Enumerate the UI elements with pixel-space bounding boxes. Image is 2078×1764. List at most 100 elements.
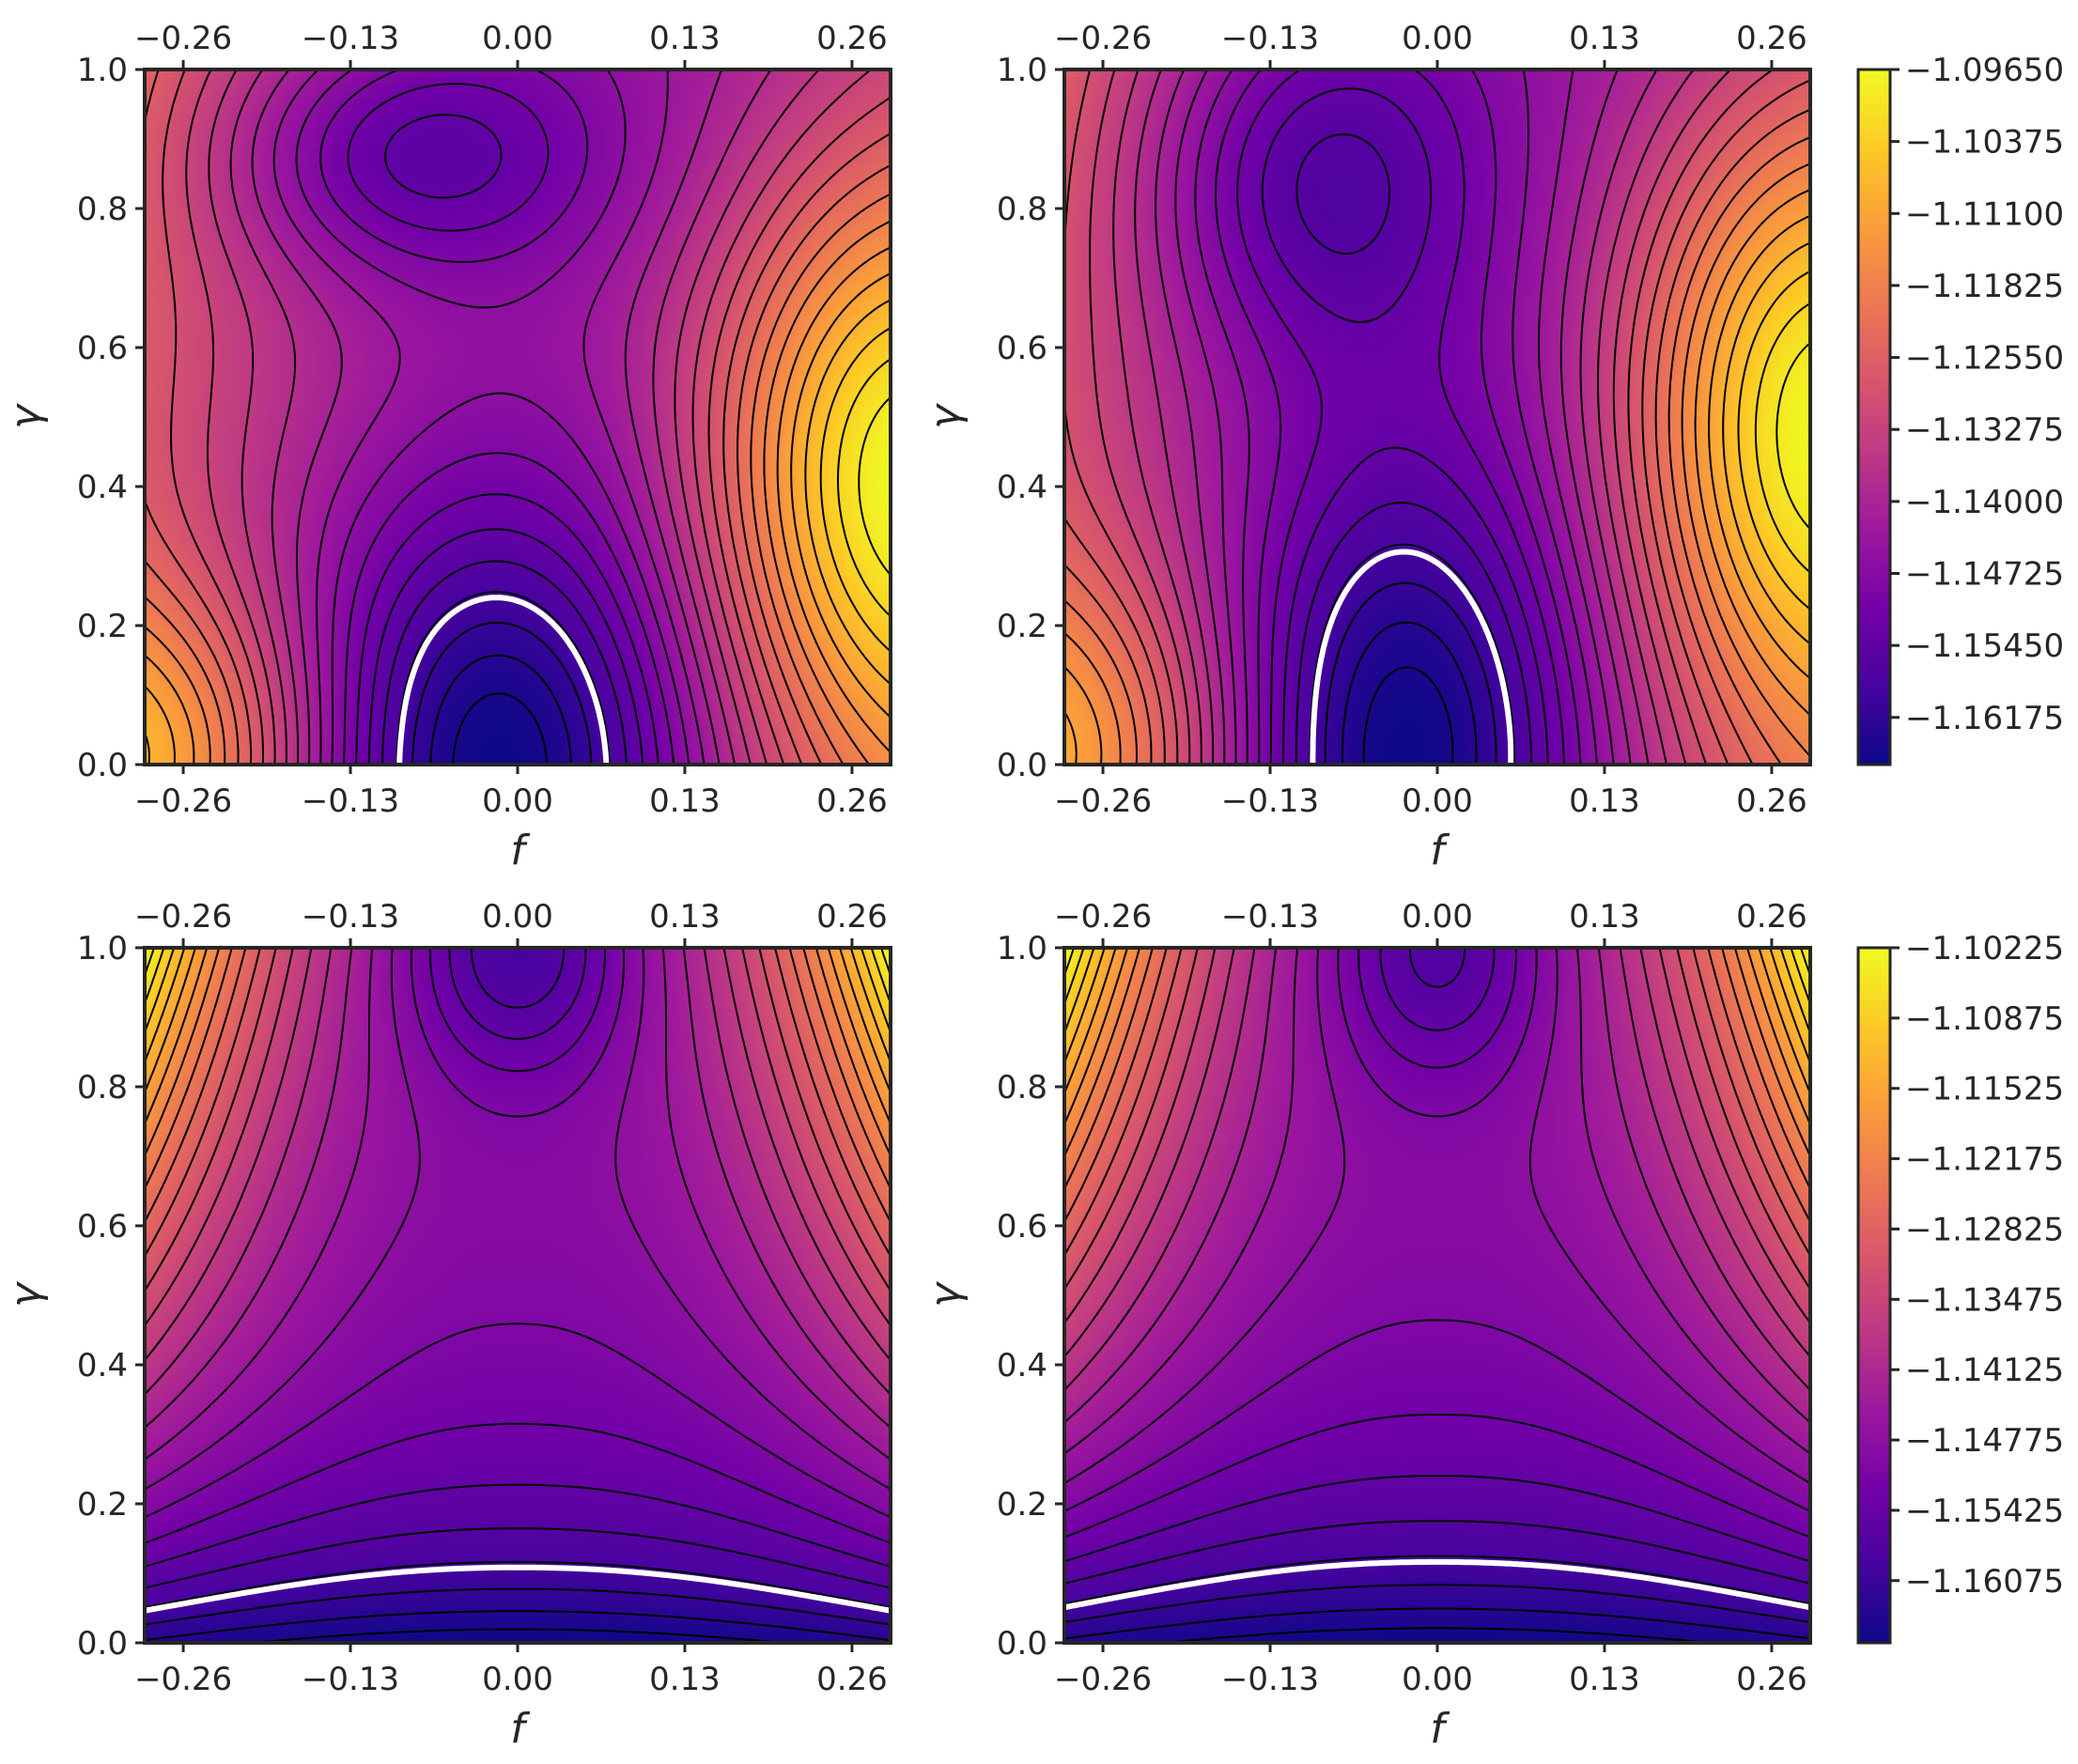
heatmap-bottom-left [145, 948, 891, 1643]
x-tick-label: 0.00 [1402, 1661, 1473, 1698]
colorbar-tick-label: −1.11525 [1905, 1071, 2064, 1108]
x-tick-label: −0.26 [1054, 782, 1152, 820]
colorbar-tick-label: −1.14725 [1905, 556, 2064, 594]
y-tick-label: 0.6 [997, 330, 1047, 367]
x-top-tick-label: 0.00 [1402, 898, 1473, 936]
x-top-tick-label: −0.13 [302, 898, 399, 936]
x-top-tick-label: −0.13 [1221, 898, 1319, 936]
x-tick-label: 0.26 [816, 1661, 888, 1698]
x-top-tick-label: 0.13 [649, 898, 721, 936]
colorbar-top: −1.09650 −1.10375 −1.11100 −1.11825 −1.12550… [1856, 52, 2064, 766]
x-top-tick-label: 0.00 [482, 20, 553, 57]
x-top-tick-label: 0.00 [482, 898, 553, 936]
y-tick-label: 0.4 [997, 469, 1047, 506]
panel-bottom-left: −0.26 −0.26 −0.13 −0.13 0.00 0.00 0.13 0.13 0.26… [2, 898, 893, 1753]
y-tick-label: 0.8 [77, 191, 128, 228]
x-tick-label: −0.13 [302, 782, 399, 820]
colorbar-gradient [1858, 70, 1890, 765]
x-top-tick-label: 0.13 [649, 20, 721, 57]
y-tick-label: 0.8 [77, 1069, 128, 1106]
heatmap-bottom-right [1064, 948, 1810, 1643]
colorbar-tick-label: −1.14775 [1905, 1422, 2064, 1460]
colorbar-tick-label: −1.13275 [1905, 411, 2064, 449]
x-tick-label: −0.13 [1221, 782, 1319, 820]
colorbar-gradient [1858, 948, 1890, 1643]
colorbar-tick-label: −1.15425 [1905, 1493, 2064, 1530]
x-top-tick-label: 0.26 [1736, 898, 1807, 936]
y-axis-label: γ [2, 403, 50, 429]
colorbar-tick-label: −1.16175 [1905, 700, 2064, 737]
y-tick-label: 0.0 [997, 1625, 1047, 1663]
y-axis-label: γ [922, 1281, 969, 1308]
x-axis-label: f [1430, 1705, 1450, 1753]
x-top-tick-label: −0.26 [134, 898, 232, 936]
colorbar-tick-label: −1.11825 [1905, 268, 2064, 305]
y-tick-label: 0.6 [77, 1208, 128, 1246]
x-tick-label: 0.00 [1402, 782, 1473, 820]
y-tick-label: 1.0 [77, 930, 128, 967]
y-tick-label: 0.8 [997, 191, 1047, 228]
x-tick-label: 0.13 [649, 782, 721, 820]
colorbar-tick-label: −1.10225 [1905, 930, 2064, 967]
colorbar-tick-label: −1.14000 [1905, 484, 2064, 521]
y-axis-label: γ [922, 403, 969, 429]
panel-bottom-right: −0.26 −0.26 −0.13 −0.13 0.00 0.00 0.13 0.13 0.26… [922, 898, 1813, 1753]
x-tick-label: −0.13 [1221, 1661, 1319, 1698]
x-top-tick-label: −0.26 [1054, 20, 1152, 57]
colorbar-bottom: −1.10225 −1.10875 −1.11525 −1.12175 −1.12825… [1856, 930, 2064, 1645]
panel-top-right: −0.26 −0.26 −0.13 −0.13 0.00 0.00 0.13 0.13 0.26… [922, 20, 1812, 874]
y-tick-label: 1.0 [997, 930, 1047, 967]
x-top-tick-label: 0.26 [816, 20, 888, 57]
panel-top-left: −0.26 −0.26 −0.13 −0.13 0.00 0.00 0.13 0.13 0.26… [2, 20, 892, 874]
y-tick-label: 1.0 [77, 52, 128, 89]
colorbar-tick-label: −1.13475 [1905, 1281, 2064, 1319]
x-tick-label: −0.26 [134, 1661, 232, 1698]
x-axis-label: f [510, 827, 531, 874]
colorbar-tick-label: −1.15450 [1905, 627, 2064, 665]
colorbar-tick-label: −1.11100 [1905, 195, 2064, 233]
x-tick-label: −0.26 [1054, 1661, 1152, 1698]
y-axis-label: γ [2, 1281, 50, 1308]
colorbar-tick-label: −1.12175 [1905, 1141, 2064, 1179]
colorbar-tick-label: −1.14125 [1905, 1352, 2064, 1389]
colorbar-tick-label: −1.12550 [1905, 340, 2064, 378]
x-top-tick-label: 0.13 [1569, 20, 1640, 57]
x-tick-label: −0.13 [302, 1661, 399, 1698]
x-top-tick-label: −0.26 [134, 20, 232, 57]
x-tick-label: 0.00 [482, 782, 553, 820]
y-tick-label: 0.4 [997, 1347, 1047, 1385]
x-tick-label: 0.26 [1736, 1661, 1807, 1698]
x-top-tick-label: −0.13 [1221, 20, 1319, 57]
x-tick-label: 0.13 [1569, 1661, 1640, 1698]
x-axis-label: f [1430, 827, 1450, 874]
y-tick-label: 0.0 [77, 747, 128, 784]
colorbar-frame [1856, 68, 1892, 766]
x-top-tick-label: 0.13 [1569, 898, 1640, 936]
x-tick-label: 0.00 [482, 1661, 553, 1698]
y-tick-label: 0.2 [77, 608, 128, 645]
y-tick-label: 0.2 [997, 608, 1047, 645]
y-tick-label: 1.0 [997, 52, 1047, 89]
colorbar-tick-label: −1.16075 [1905, 1563, 2064, 1601]
colorbar-tick-label: −1.09650 [1905, 52, 2064, 89]
y-tick-label: 0.6 [997, 1208, 1047, 1246]
x-top-tick-label: 0.26 [816, 898, 888, 936]
y-tick-label: 0.0 [997, 747, 1047, 784]
colorbar-tick-label: −1.12825 [1905, 1211, 2064, 1248]
y-tick-label: 0.4 [77, 1347, 128, 1385]
y-tick-label: 0.2 [997, 1486, 1047, 1524]
y-tick-label: 0.0 [77, 1625, 128, 1663]
x-tick-label: 0.13 [1569, 782, 1640, 820]
colorbar-tick-label: −1.10875 [1905, 1000, 2064, 1038]
y-tick-label: 0.2 [77, 1486, 128, 1524]
y-tick-label: 0.4 [77, 469, 128, 506]
colorbar-frame [1856, 946, 1892, 1645]
colorbar-tick-label: −1.10375 [1905, 124, 2064, 162]
x-tick-label: 0.26 [1736, 782, 1807, 820]
y-tick-label: 0.6 [77, 330, 128, 367]
x-top-tick-label: −0.26 [1054, 898, 1152, 936]
x-top-tick-label: 0.26 [1736, 20, 1807, 57]
y-tick-label: 0.8 [997, 1069, 1047, 1106]
x-tick-label: −0.26 [134, 782, 232, 820]
